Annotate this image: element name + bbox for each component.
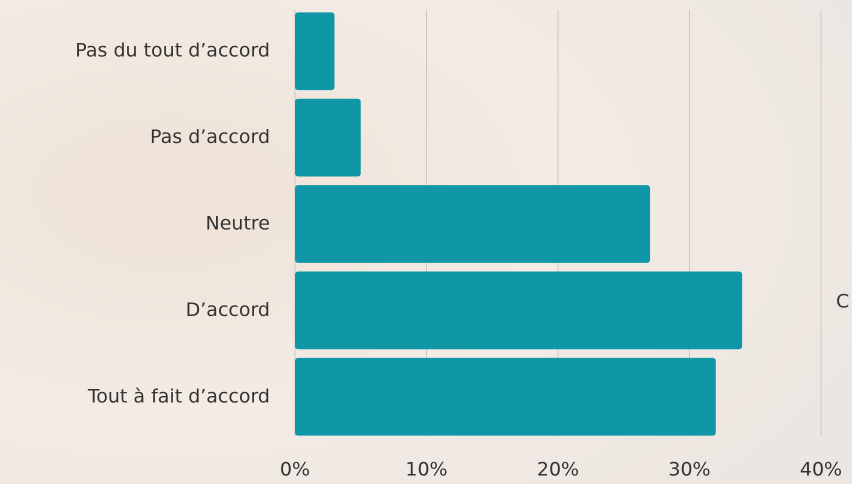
page: C 0% 10% 20% 30% 40% Pas du tout d’accord Pas … [0,0,852,484]
x-tick-label: 20% [537,459,579,481]
y-tick-label: Pas d’accord [150,126,270,148]
bar [295,185,650,263]
bar [295,12,334,90]
y-tick-label: D’accord [186,299,270,321]
x-tick-label: 30% [668,459,710,481]
bar [295,358,716,436]
x-tick-label: 10% [405,459,447,481]
x-tick-label: 0% [280,459,310,481]
annotation: C [836,291,849,313]
y-tick-label: Pas du tout d’accord [75,40,270,62]
y-tick-label: Neutre [206,213,270,235]
bar [295,272,742,350]
x-tick-label: 40% [800,459,842,481]
bar [295,99,361,177]
chart: C 0% 10% 20% 30% 40% Pas du tout d’accord Pas … [0,0,852,484]
y-tick-label: Tout à fait d’accord [87,385,270,407]
